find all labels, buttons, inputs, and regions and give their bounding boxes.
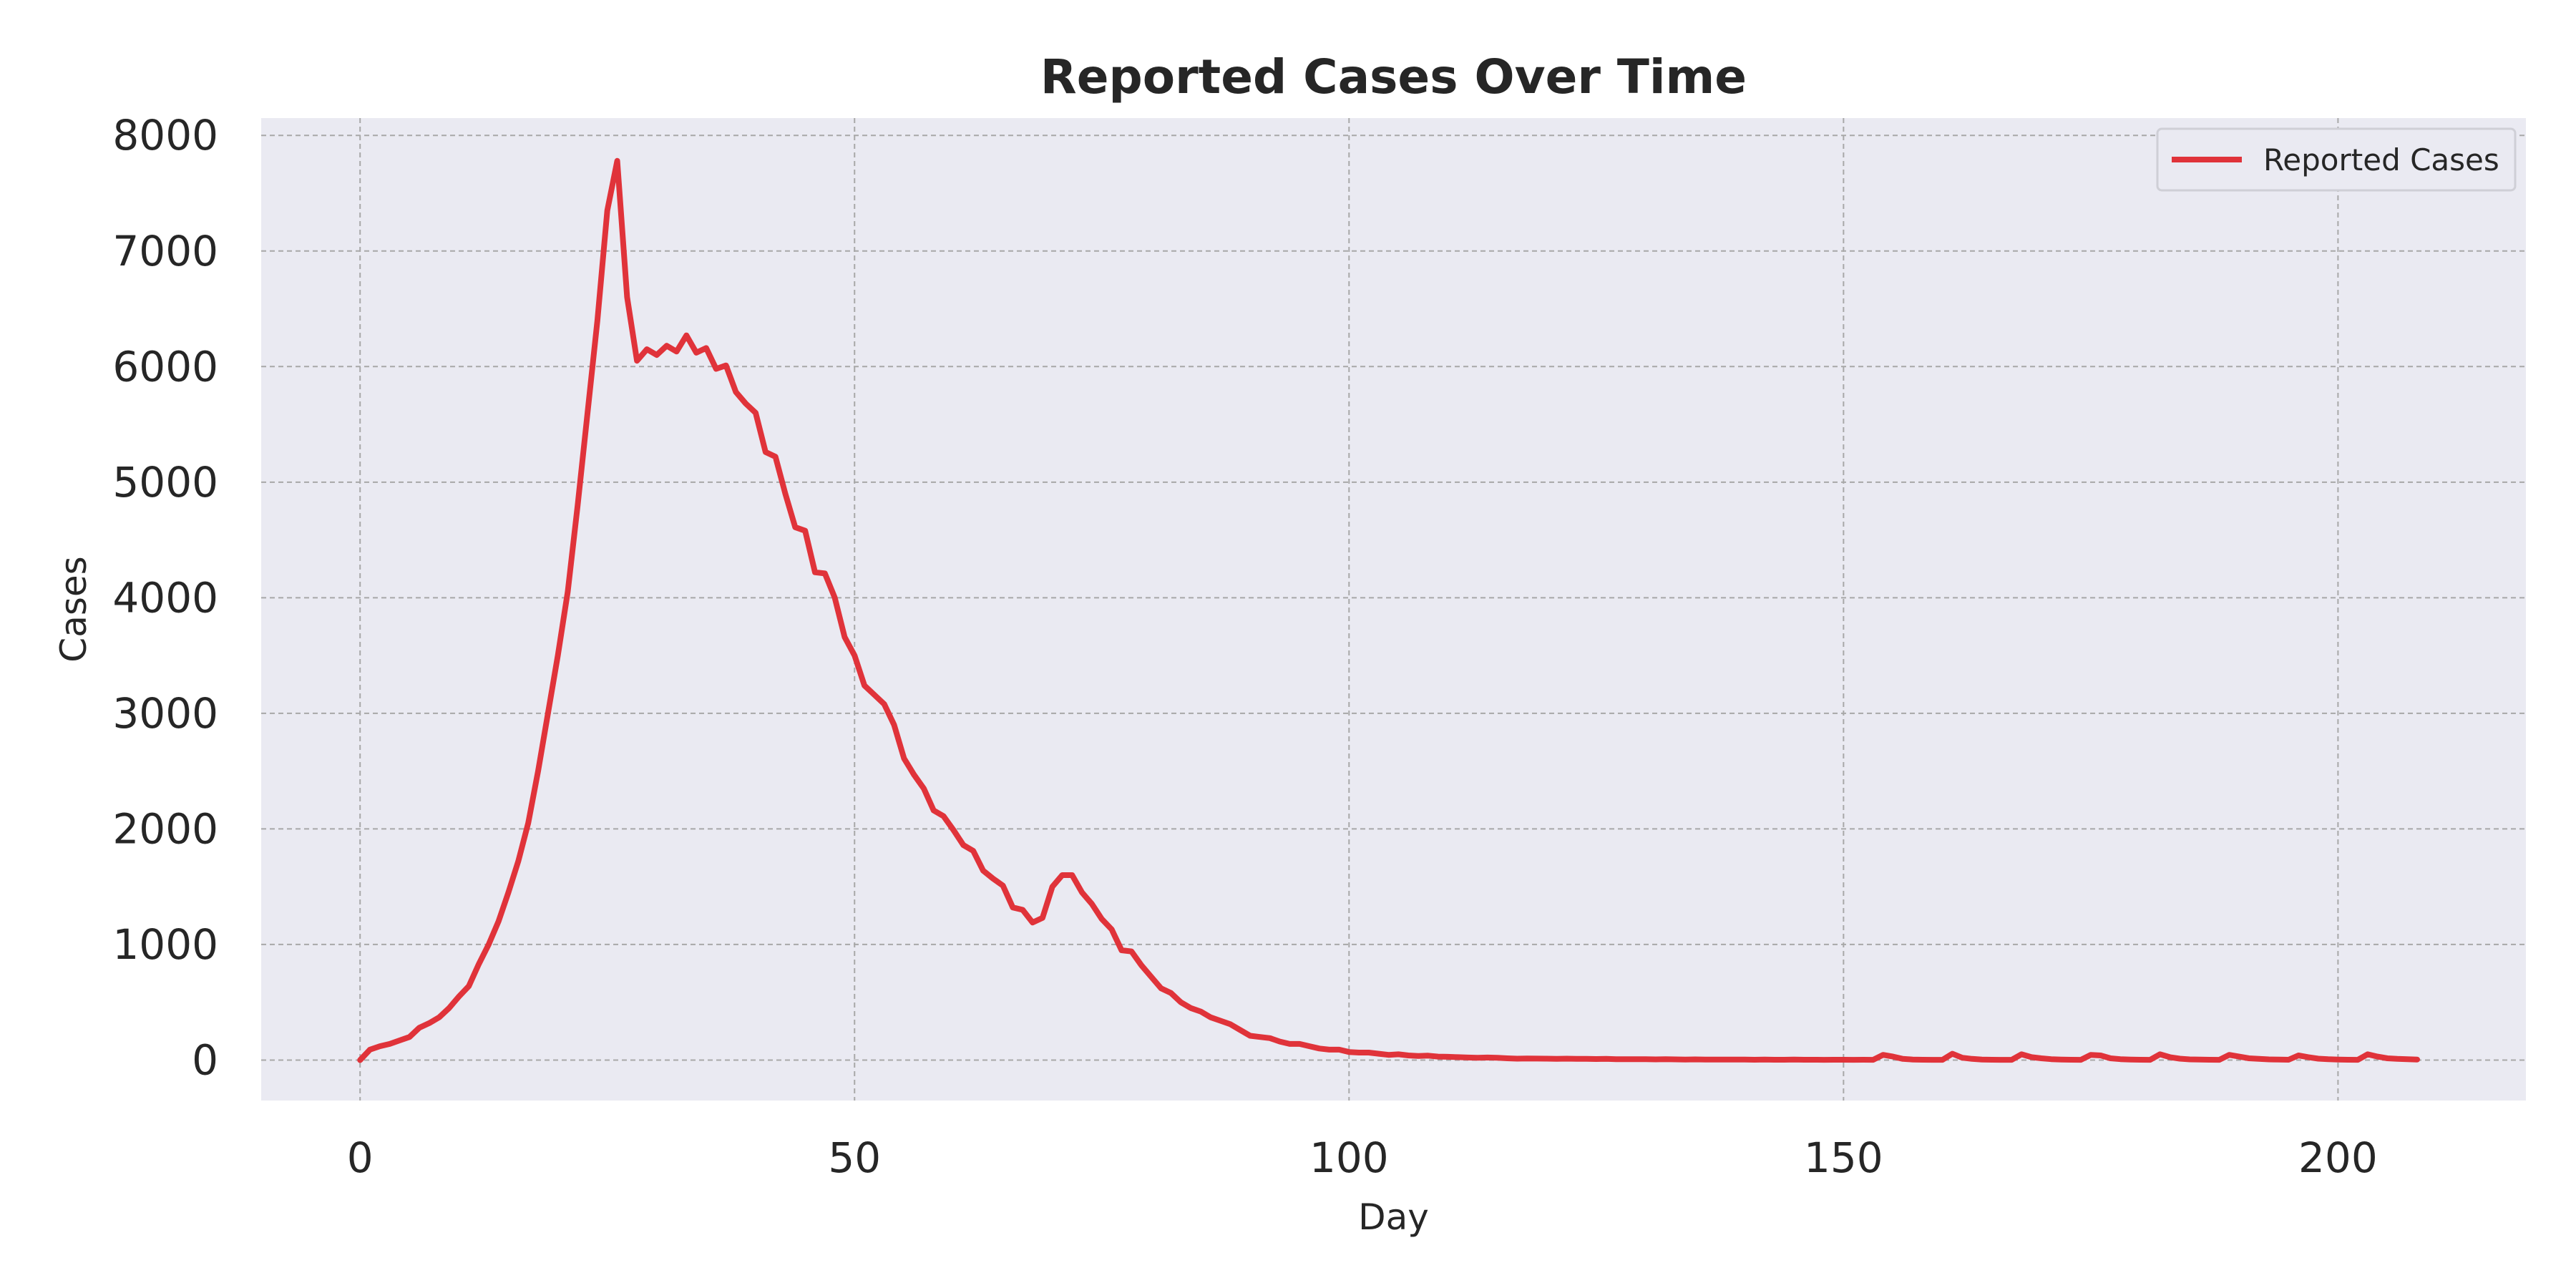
- x-axis-ticks: 0 50 100 150 200: [347, 1133, 2378, 1182]
- series-line-reported-cases: [357, 157, 2420, 1063]
- y-tick-label: 0: [192, 1035, 218, 1084]
- x-tick-label: 150: [1804, 1133, 1883, 1182]
- x-tick-label: 200: [2298, 1133, 2378, 1182]
- chart-title: Reported Cases Over Time: [1040, 49, 1747, 104]
- y-axis-label: Cases: [53, 556, 94, 662]
- x-tick-label: 100: [1309, 1133, 1389, 1182]
- y-tick-label: 2000: [112, 804, 218, 853]
- grid-lines: [261, 118, 2526, 1101]
- series-layer: [357, 157, 2420, 1063]
- y-tick-label: 1000: [112, 920, 218, 969]
- y-tick-label: 5000: [112, 458, 218, 507]
- legend-label: Reported Cases: [2263, 142, 2499, 177]
- x-tick-label: 0: [347, 1133, 374, 1182]
- x-tick-label: 50: [828, 1133, 881, 1182]
- y-tick-label: 7000: [112, 227, 218, 275]
- plot-background: [261, 118, 2526, 1101]
- x-axis-label: Day: [1358, 1196, 1429, 1238]
- y-tick-label: 6000: [112, 342, 218, 391]
- y-tick-label: 4000: [112, 573, 218, 622]
- legend-box: [2156, 127, 2517, 192]
- y-tick-label: 8000: [112, 111, 218, 160]
- y-tick-label: 3000: [112, 689, 218, 738]
- y-axis-ticks: 0 1000 2000 3000 4000 5000 6000 7000 8000: [112, 111, 218, 1084]
- legend: Reported Cases: [2156, 127, 2517, 192]
